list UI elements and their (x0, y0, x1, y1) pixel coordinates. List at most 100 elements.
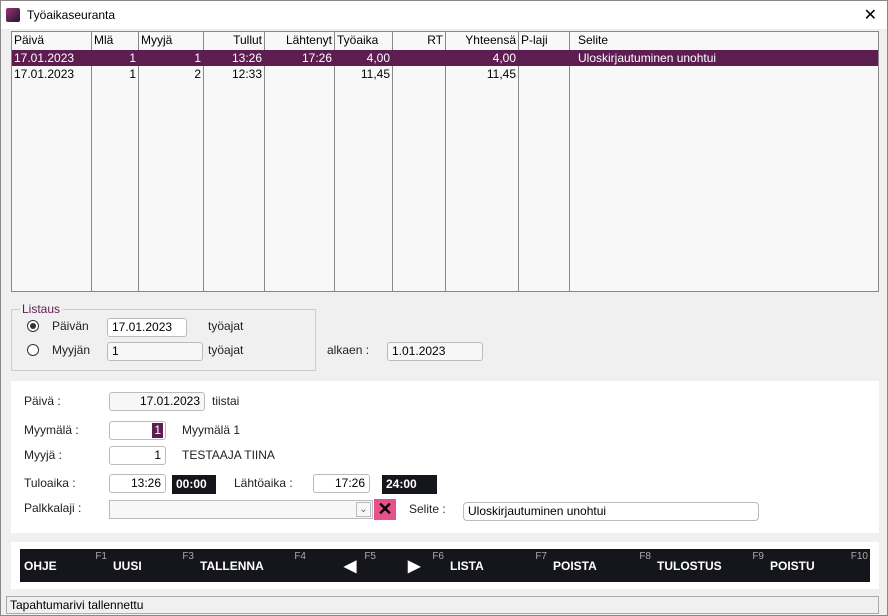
myyjan-input[interactable]: 1 (107, 342, 203, 361)
table-cell: 2 (194, 67, 201, 81)
selite-input[interactable]: Uloskirjautuminen unohtui (463, 502, 759, 521)
radio-paivan[interactable] (27, 320, 39, 332)
function-button-f1[interactable]: OHJE F1 (20, 549, 109, 582)
function-button-f6[interactable]: ▶ F6 (378, 549, 446, 582)
table-cell: 1 (129, 51, 136, 65)
listaus-label: Listaus (20, 302, 63, 316)
column-divider[interactable] (569, 32, 570, 291)
column-divider[interactable] (334, 32, 335, 291)
function-button-f4[interactable]: TALLENNA F4 (196, 549, 308, 582)
shortcut-key: F8 (639, 551, 651, 562)
function-button-f9[interactable]: TULOSTUS F9 (653, 549, 766, 582)
lahtoaika-label: Lähtöaika : (234, 476, 293, 490)
column-divider[interactable] (518, 32, 519, 291)
column-header[interactable]: Lähtenyt (285, 33, 332, 47)
table-cell: 1 (129, 67, 136, 81)
table-cell: 12:33 (231, 67, 262, 81)
myyja-input[interactable]: 1 (109, 446, 166, 465)
paivan-date-input[interactable]: 17.01.2023 (107, 318, 187, 337)
button-label: TULOSTUS (657, 559, 722, 573)
tuloaika-dark-value: 00:00 (172, 475, 216, 494)
table-cell (519, 66, 569, 82)
shortcut-key: F9 (752, 551, 764, 562)
radio-myyjan[interactable] (27, 344, 39, 356)
table-row[interactable]: 17.01.2023 1 2 12:33 11,45 11,45 (12, 66, 878, 82)
alkaen-input[interactable]: 1.01.2023 (387, 342, 483, 361)
paiva-label: Päivä : (24, 394, 61, 408)
myymala-input[interactable]: 1 (109, 421, 166, 440)
listaus-group: Listaus Päivän 17.01.2023 työajat Myyjän… (11, 302, 316, 371)
table-cell: 13:26 (231, 51, 262, 65)
button-label: POISTA (553, 559, 597, 573)
column-divider[interactable] (203, 32, 204, 291)
work-time-table[interactable]: Päivä Mlä Myyjä Tullut Lähtenyt Työaika RT Yhte… (11, 31, 879, 292)
column-divider[interactable] (392, 32, 393, 291)
lahtoaika-input[interactable]: 17:26 (313, 474, 370, 493)
function-button-f5[interactable]: ◀ F5 (308, 549, 378, 582)
column-header[interactable]: Yhteensä (465, 33, 516, 47)
myymala-value: 1 (152, 423, 163, 438)
button-label: POISTU (770, 559, 815, 573)
column-header[interactable]: P-laji (521, 33, 548, 47)
arrow-left-icon: ◀ (344, 558, 357, 575)
app-logo-icon (6, 8, 20, 22)
tuloaika-input[interactable]: 13:26 (109, 474, 166, 493)
column-header[interactable]: RT (427, 33, 443, 47)
shortcut-key: F6 (432, 551, 444, 562)
column-header[interactable]: Työaika (337, 33, 379, 47)
shortcut-key: F7 (535, 551, 547, 562)
table-cell: 11,45 (486, 67, 516, 81)
palkkalaji-select[interactable] (109, 500, 373, 519)
myyjan-suffix: työajat (208, 343, 244, 357)
arrow-right-icon: ▶ (408, 558, 421, 575)
close-icon[interactable]: ✕ (863, 7, 877, 24)
table-cell: 1 (194, 51, 201, 65)
column-header[interactable]: Tullut (233, 33, 262, 47)
table-cell: 4,00 (366, 51, 390, 65)
paiva-input[interactable]: 17.01.2023 (109, 392, 205, 411)
function-button-f7[interactable]: LISTA F7 (446, 549, 549, 582)
title-bar: Työaikaseuranta ✕ (1, 1, 887, 29)
column-divider[interactable] (445, 32, 446, 291)
column-divider[interactable] (138, 32, 139, 291)
table-cell (393, 66, 445, 82)
myyjan-label: Myyjän (52, 343, 91, 357)
function-button-f3[interactable]: UUSI F3 (109, 549, 196, 582)
edit-panel: Päivä : 17.01.2023 tiistai Myymälä : 1 M… (11, 381, 879, 533)
table-row[interactable]: 17.01.2023 1 1 13:26 17:26 4,00 4,00 Uloskirjau… (12, 50, 878, 66)
shortcut-key: F4 (294, 551, 306, 562)
chevron-down-icon[interactable]: ⌄ (356, 502, 371, 517)
window-title: Työaikaseuranta (27, 8, 116, 22)
shortcut-key: F5 (364, 551, 376, 562)
button-label: LISTA (450, 559, 484, 573)
clear-x-icon[interactable]: ✕ (374, 499, 396, 520)
alkaen-label: alkaen : (327, 343, 370, 357)
shortcut-key: F3 (182, 551, 194, 562)
column-header[interactable]: Selite (578, 33, 609, 47)
palkkalaji-label: Palkkalaji : (24, 501, 82, 515)
table-cell: 17:26 (301, 51, 332, 65)
table-cell: 11,45 (360, 67, 390, 81)
shortcut-key: F1 (95, 551, 107, 562)
column-header[interactable]: Myyjä (141, 33, 173, 47)
function-bar: OHJE F1 UUSI F3 TALLENNA F4 ◀ F5 ▶ F6 LISTA F7 POIST… (11, 542, 879, 589)
button-label: TALLENNA (200, 559, 264, 573)
paivan-label: Päivän (52, 319, 89, 333)
column-divider[interactable] (91, 32, 92, 291)
lahtoaika-dark-value: 24:00 (382, 475, 437, 494)
function-button-f8[interactable]: POISTA F8 (549, 549, 653, 582)
button-label: UUSI (113, 559, 142, 573)
column-header[interactable]: Päivä (14, 33, 45, 47)
table-cell: 4,00 (492, 51, 516, 65)
column-header[interactable]: Mlä (94, 33, 114, 47)
paivan-suffix: työajat (208, 319, 244, 333)
column-divider[interactable] (264, 32, 265, 291)
table-cell: Uloskirjautuminen unohtui (578, 51, 717, 65)
tuloaika-label: Tuloaika : (24, 476, 76, 490)
selite-label: Selite : (409, 502, 446, 516)
table-header: Päivä Mlä Myyjä Tullut Lähtenyt Työaika RT Yhte… (12, 32, 878, 48)
weekday-text: tiistai (212, 394, 240, 408)
function-button-f10[interactable]: POISTU F10 (766, 549, 870, 582)
shortcut-key: F10 (850, 551, 868, 562)
table-cell: 17.01.2023 (14, 51, 75, 65)
